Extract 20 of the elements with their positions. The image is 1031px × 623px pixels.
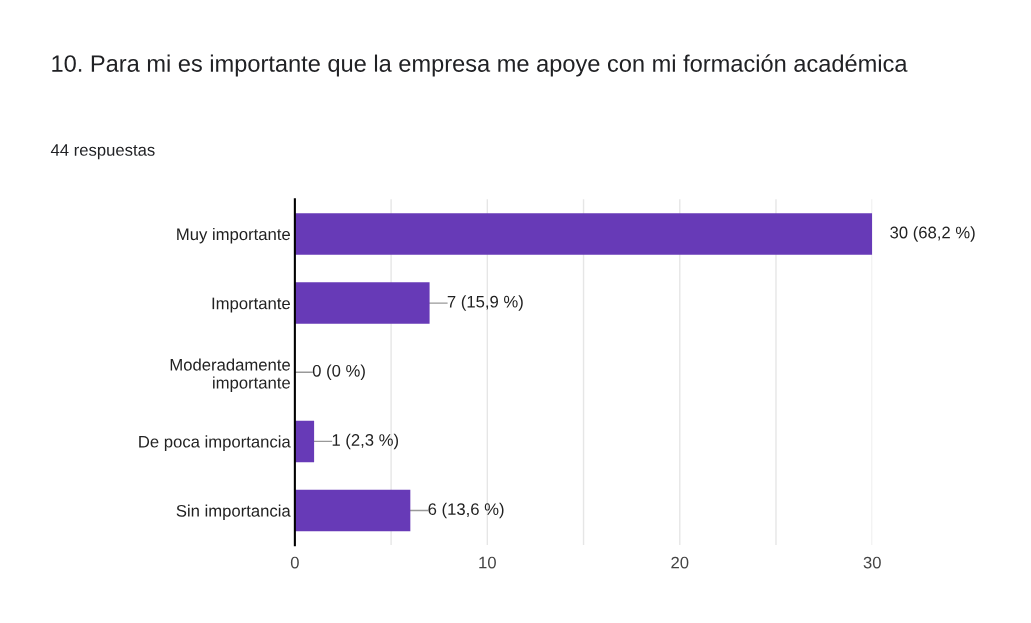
x-tick-label: 30 <box>863 556 881 569</box>
data-label: 1 (2,3 %) <box>332 433 399 450</box>
x-tick-label: 20 <box>671 556 689 569</box>
data-label: 7 (15,9 %) <box>447 295 523 311</box>
y-tick-label: Sin importancia <box>176 504 291 521</box>
data-label: 30 (68,2 %) <box>890 226 975 242</box>
x-tick-label: 10 <box>479 556 496 569</box>
y-tick-label: Importante <box>212 297 290 313</box>
bar <box>294 489 411 532</box>
chart-title: 10. Para mi es importante que la empresa me apoye con mi formación académica <box>52 54 908 77</box>
y-tick-label: Moderadamente importante <box>170 358 290 392</box>
y-tick-label: De poca importancia <box>139 435 291 451</box>
x-tick-label: 0 <box>290 556 299 569</box>
data-label: 0 (0 %) <box>312 364 365 380</box>
y-tick-label: Muy importante <box>177 227 290 244</box>
bar <box>294 213 873 255</box>
bar <box>294 282 430 324</box>
text: 44 respuestas <box>50 144 155 160</box>
bar <box>294 420 315 463</box>
data-label: 6 (13,6 %) <box>428 502 504 519</box>
